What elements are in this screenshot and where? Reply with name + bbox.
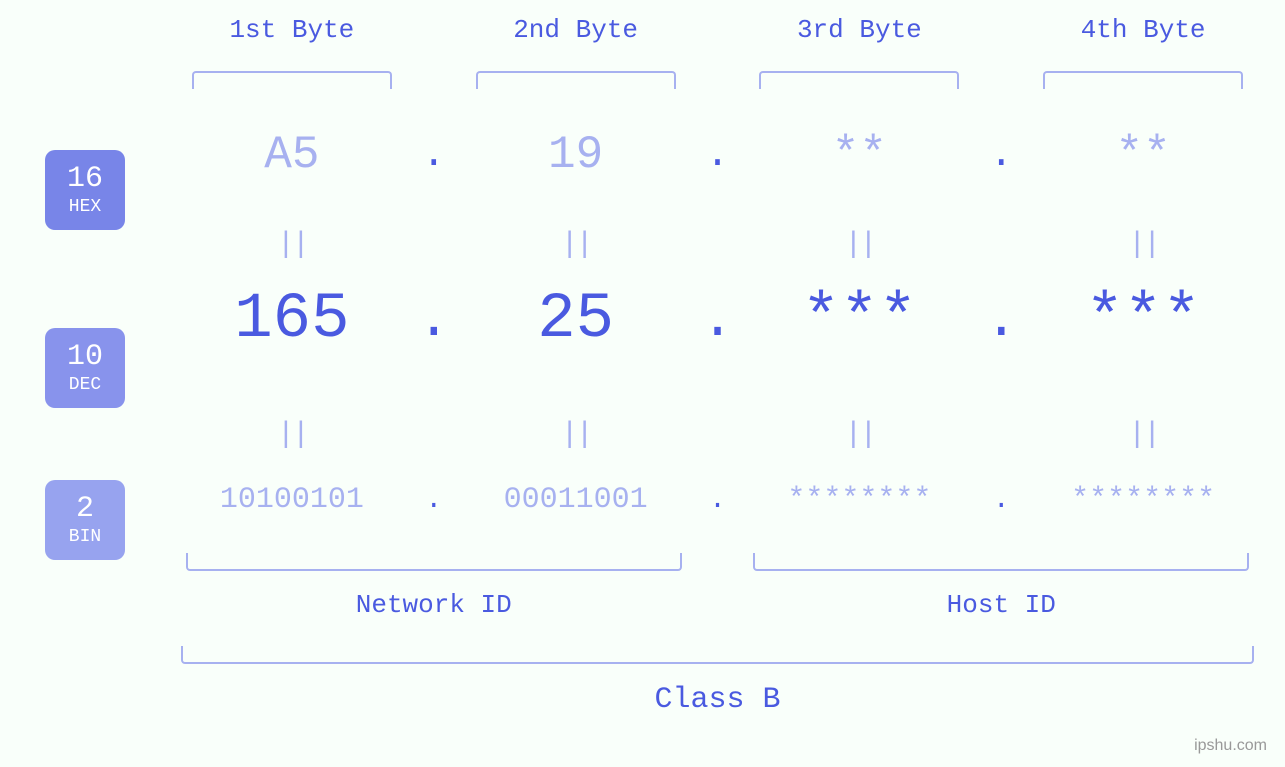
bracket-byte-1 [192,71,392,89]
badge-hex-name: HEX [69,198,101,216]
badge-dec-num: 10 [67,342,103,372]
hex-b2: 19 [454,129,698,181]
bin-dot-2: . [698,485,738,516]
badge-bin: 2 BIN [45,480,125,560]
badge-hex: 16 HEX [45,150,125,230]
eq-1-2: || [454,228,698,262]
eq-2-1: || [170,418,414,452]
eq-1-4: || [1021,228,1265,262]
dec-dot-2: . [698,288,738,352]
byte-label-2: 2nd Byte [454,15,698,45]
watermark: ipshu.com [1194,737,1267,755]
bin-b2: 00011001 [454,483,698,517]
badge-hex-num: 16 [67,164,103,194]
bracket-byte-2 [476,71,676,89]
hex-dot-2: . [698,133,738,178]
byte-label-4: 4th Byte [1021,15,1265,45]
bin-b3: ******** [738,483,982,517]
bracket-class [181,646,1254,664]
dec-b4: *** [1021,284,1265,356]
badge-dec-name: DEC [69,376,101,394]
bin-dot-3: . [981,485,1021,516]
badge-dec: 10 DEC [45,328,125,408]
hex-b1: A5 [170,129,414,181]
badge-bin-name: BIN [69,528,101,546]
hex-dot-1: . [414,133,454,178]
bin-b1: 10100101 [170,483,414,517]
hex-b3: ** [738,129,982,181]
dec-b2: 25 [454,284,698,356]
label-class: Class B [170,683,1265,717]
eq-1-1: || [170,228,414,262]
hex-b4: ** [1021,129,1265,181]
hex-dot-3: . [981,133,1021,178]
bracket-host [753,553,1249,571]
dec-b1: 165 [170,284,414,356]
bracket-network [186,553,682,571]
eq-1-3: || [738,228,982,262]
bracket-byte-3 [759,71,959,89]
eq-2-2: || [454,418,698,452]
dec-b3: *** [738,284,982,356]
byte-label-1: 1st Byte [170,15,414,45]
badge-bin-num: 2 [76,494,94,524]
bin-dot-1: . [414,485,454,516]
eq-2-3: || [738,418,982,452]
label-network: Network ID [170,590,698,620]
label-host: Host ID [738,590,1266,620]
eq-2-4: || [1021,418,1265,452]
dec-dot-1: . [414,288,454,352]
byte-label-3: 3rd Byte [738,15,982,45]
bin-b4: ******** [1021,483,1265,517]
bracket-byte-4 [1043,71,1243,89]
dec-dot-3: . [981,288,1021,352]
